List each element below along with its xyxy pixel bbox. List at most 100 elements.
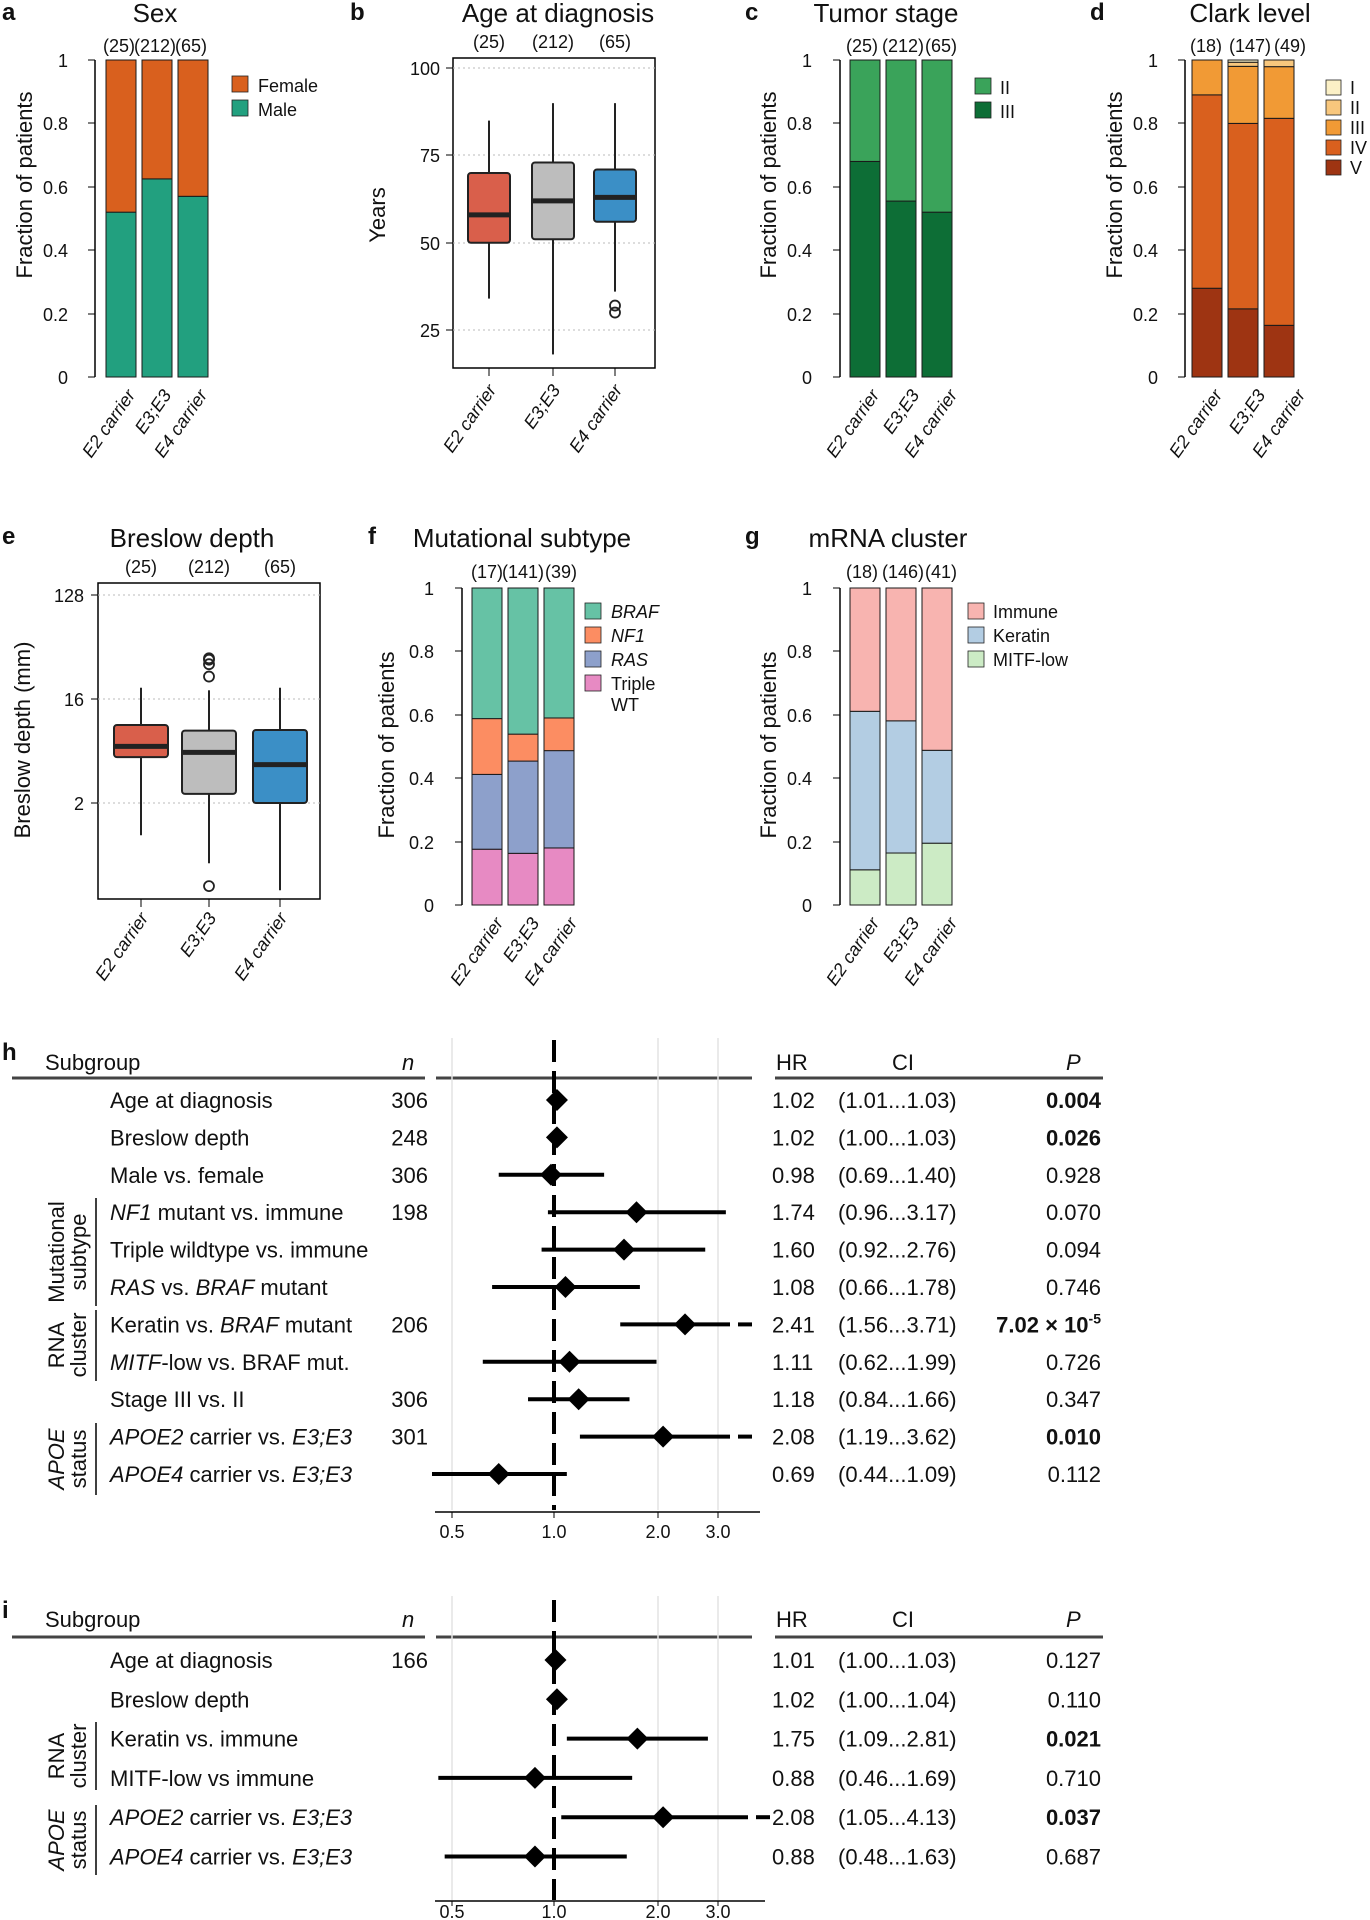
row-hr: 1.18: [772, 1387, 815, 1412]
hr-point: [652, 1806, 675, 1829]
x-tick-label: 1.0: [541, 1902, 566, 1920]
row-label: APOE2 carrier vs. E3;E3: [108, 1425, 353, 1450]
hr-point: [545, 1688, 568, 1711]
legend-swatch-stage-iii: [974, 101, 992, 119]
y-axis: 0 0.2 0.4 0.6 0.8 1: [43, 51, 96, 388]
n-label: (18): [846, 562, 878, 582]
outlier-point: [203, 658, 215, 671]
x-tick-label: 2.0: [645, 1522, 670, 1542]
bar-ii: [885, 59, 917, 202]
n-label: (25): [125, 557, 157, 577]
row-ci: (1.00...1.04): [838, 1687, 957, 1712]
stacked-bars: [849, 587, 953, 906]
legend: BRAF NF1 RAS Triple WT: [584, 602, 660, 715]
y-tick-label: 0.6: [787, 706, 812, 726]
header-subgroup: Subgroup: [45, 1050, 140, 1075]
legend-swatch-clark-iii: [1325, 119, 1342, 136]
legend-swatch-ras: [584, 650, 602, 668]
group-label: Mutational: [44, 1201, 69, 1303]
row-p: 0.070: [1046, 1200, 1101, 1225]
panel-d: d Clark level (18) (147) (49) Fraction o…: [1090, 0, 1367, 461]
y-axis: 2 16 128: [54, 586, 98, 814]
row-p: 0.026: [1046, 1125, 1101, 1150]
y-axis: 0 0.2 0.4 0.6 0.8 1: [409, 579, 463, 916]
y-tick-label: 1: [1148, 51, 1158, 71]
legend-swatch-clark-iv: [1325, 139, 1342, 156]
bar-i: [1227, 59, 1259, 63]
x-axis: 0.5 1.0 2.0 3.0: [439, 1522, 730, 1542]
panel-f: f Mutational subtype (17) (141) (39) Fra…: [368, 523, 660, 989]
bar-male: [177, 195, 209, 378]
row-hr: 0.88: [772, 1845, 815, 1870]
group-label: RNA: [44, 1321, 69, 1368]
x-tick-label: E3;E3: [176, 909, 221, 961]
legend-swatch-clark-ii: [1325, 99, 1342, 116]
panel-f-label: f: [368, 523, 377, 550]
y-tick-label: 25: [420, 321, 440, 341]
x-tick-label: E2 carrier: [78, 385, 140, 461]
row-hr: 1.75: [772, 1727, 815, 1752]
x-axis: 0.5 1.0 2.0 3.0: [439, 1902, 730, 1920]
row-n: 306: [391, 1387, 428, 1412]
bar-iii: [1263, 66, 1295, 119]
y-axis-label: Breslow depth (mm): [10, 642, 35, 839]
stacked-bars: [471, 587, 575, 906]
y-tick-label: 2: [74, 794, 84, 814]
y-tick-label: 0.4: [787, 769, 812, 789]
row-ci: (0.44...1.09): [838, 1462, 957, 1487]
hr-point: [613, 1238, 636, 1261]
x-tick-label: 0.5: [439, 1522, 464, 1542]
legend-label: NF1: [611, 626, 645, 646]
bar-ii: [1227, 61, 1259, 67]
legend: Female Male: [231, 75, 318, 120]
y-tick-label: 0.2: [787, 833, 812, 853]
hr-point: [523, 1766, 546, 1789]
panel-i-label: i: [2, 1597, 9, 1624]
row-hr: 0.98: [772, 1163, 815, 1188]
bar-iv: [1263, 117, 1295, 326]
row-label: APOE4 carrier vs. E3;E3: [108, 1845, 353, 1870]
box: [113, 723, 169, 759]
y-tick-label: 0.4: [787, 241, 812, 261]
row-ci: (1.05...4.13): [838, 1805, 957, 1830]
group-label: subtype: [66, 1213, 91, 1290]
row-p: 0.094: [1046, 1238, 1101, 1263]
bar-iv: [1191, 94, 1223, 289]
hr-point: [523, 1845, 546, 1868]
n-label: (65): [264, 557, 296, 577]
row-p: 0.726: [1046, 1350, 1101, 1375]
row-ci: (1.19...3.62): [838, 1425, 957, 1450]
panel-d-label: d: [1090, 0, 1105, 26]
row-label: Breslow depth: [110, 1125, 249, 1150]
row-n: 166: [391, 1648, 428, 1673]
y-tick-label: 100: [410, 59, 440, 79]
legend-label: V: [1350, 158, 1362, 178]
bar-iv: [1227, 122, 1259, 310]
forest-grid: [435, 1596, 765, 1906]
legend-label: II: [1000, 78, 1010, 98]
row-ci: (0.96...3.17): [838, 1200, 957, 1225]
group-label: status: [66, 1811, 91, 1870]
row-n: 306: [391, 1163, 428, 1188]
y-axis-label: Fraction of patients: [374, 651, 399, 838]
forest-grid: [435, 1038, 760, 1518]
y-tick-label: 0.8: [787, 642, 812, 662]
bar-v: [1263, 324, 1295, 378]
y-tick-label: 0.6: [1133, 178, 1158, 198]
row-n: 206: [391, 1312, 428, 1337]
bar-braf: [471, 587, 503, 720]
row-p: 0.021: [1046, 1727, 1101, 1752]
legend-swatch-clark-i: [1325, 79, 1342, 96]
bar-triple-wt: [507, 852, 539, 906]
panel-e: e Breslow depth (25) (212) (65) Breslow …: [2, 523, 321, 984]
row-hr: 2.08: [772, 1425, 815, 1450]
y-tick-label: 0: [802, 896, 812, 916]
header-n: n: [402, 1607, 414, 1632]
y-tick-label: 0.2: [1133, 305, 1158, 325]
y-tick-label: 1: [802, 51, 812, 71]
bar-ras: [543, 750, 575, 849]
hr-point: [625, 1201, 648, 1224]
y-axis-label: Years: [365, 187, 390, 242]
hr-point: [626, 1727, 649, 1750]
hr-point: [545, 1089, 568, 1111]
